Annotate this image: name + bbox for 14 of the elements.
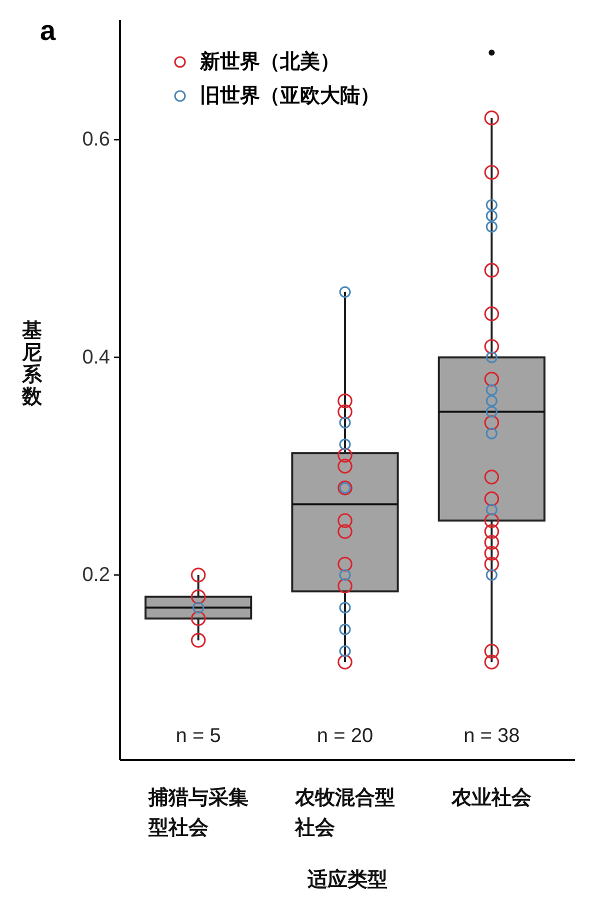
y-tick-label: 0.2 — [82, 564, 110, 586]
x-tick-label: 农业社会 — [450, 786, 533, 809]
annotation: n = 20 — [316, 725, 374, 747]
x-tick-label: 农牧混合型社会 — [294, 787, 395, 839]
y-axis-title: 基尼系数 — [21, 320, 43, 408]
annotation: n = 38 — [464, 725, 520, 747]
text: a — [40, 15, 56, 46]
y-tick-label: 0.4 — [82, 346, 110, 368]
legend-label: 新世界（北美） — [199, 50, 340, 73]
x-tick-label: 捕猎与采集型社会 — [147, 786, 248, 839]
annotation: n = 5 — [176, 725, 221, 747]
legend-label: 旧世界（亚欧大陆） — [200, 85, 380, 107]
x-axis-title: 适应类型 — [306, 868, 388, 891]
y-tick-label: 0.6 — [82, 128, 110, 151]
